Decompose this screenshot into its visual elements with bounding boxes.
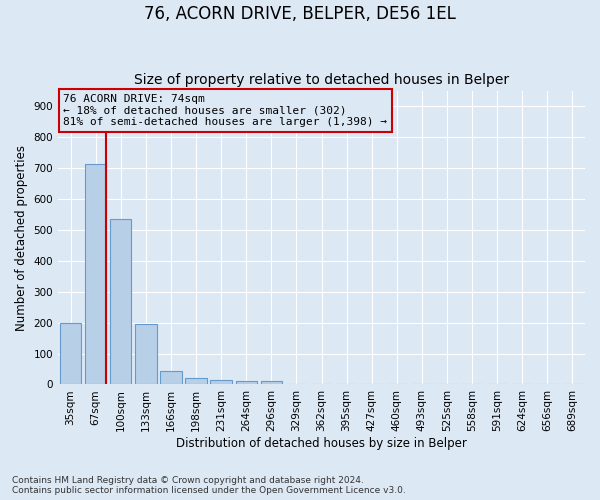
Title: Size of property relative to detached houses in Belper: Size of property relative to detached ho… — [134, 73, 509, 87]
Bar — [160, 372, 182, 384]
Bar — [85, 164, 106, 384]
Bar — [135, 324, 157, 384]
X-axis label: Distribution of detached houses by size in Belper: Distribution of detached houses by size … — [176, 437, 467, 450]
Bar — [236, 381, 257, 384]
Text: Contains HM Land Registry data © Crown copyright and database right 2024.
Contai: Contains HM Land Registry data © Crown c… — [12, 476, 406, 495]
Bar — [185, 378, 207, 384]
Bar — [60, 322, 81, 384]
Bar — [260, 382, 282, 384]
Text: 76 ACORN DRIVE: 74sqm
← 18% of detached houses are smaller (302)
81% of semi-det: 76 ACORN DRIVE: 74sqm ← 18% of detached … — [64, 94, 388, 127]
Text: 76, ACORN DRIVE, BELPER, DE56 1EL: 76, ACORN DRIVE, BELPER, DE56 1EL — [144, 5, 456, 23]
Y-axis label: Number of detached properties: Number of detached properties — [15, 144, 28, 330]
Bar — [211, 380, 232, 384]
Bar — [110, 219, 131, 384]
